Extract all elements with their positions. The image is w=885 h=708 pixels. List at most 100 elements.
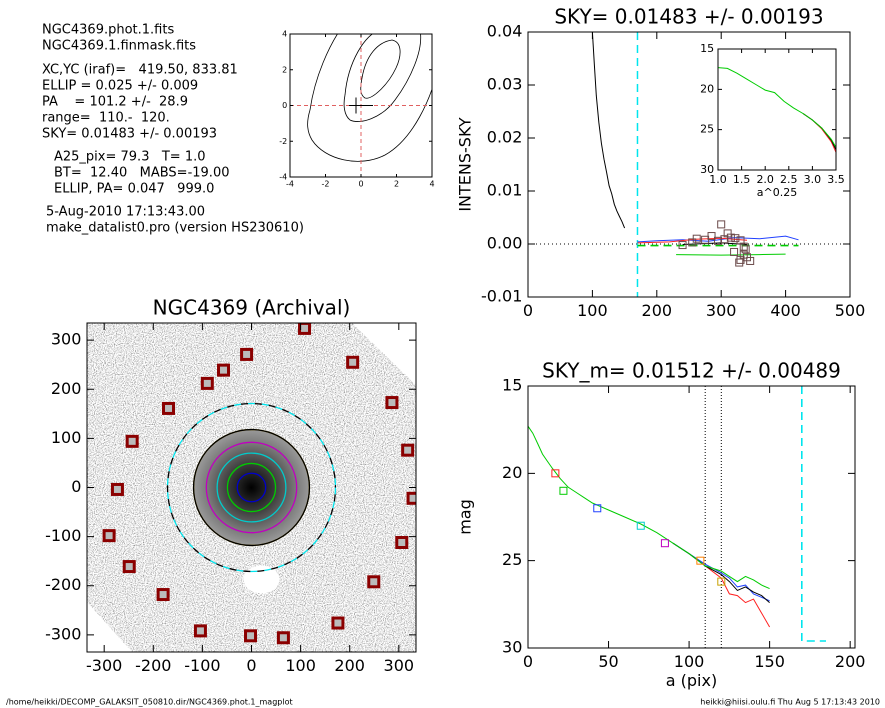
marker (240, 347, 254, 361)
marker (741, 245, 750, 254)
data-line (528, 425, 770, 590)
y-tick-label: 0.03 (487, 75, 523, 94)
x-tick-label: 2.5 (780, 173, 798, 186)
marker (636, 521, 645, 530)
info-line: PA = 101.2 +/- 28.9 (42, 95, 188, 110)
inset-background (712, 44, 842, 175)
chart: -4 -2 0 2 4 -4 -2 0 2 4 (279, 30, 434, 189)
chart: 0 50 100 150 200 15 20 25 30 SKY_m= 0.01512 +/- 0… (456, 359, 866, 691)
info-line: SKY= 0.01483 +/- 0.00193 (42, 127, 217, 142)
marker (395, 535, 409, 549)
y-tick-label: -100 (45, 526, 81, 545)
y-axis-label: INTENS-SKY (456, 117, 475, 212)
axes-frame (527, 31, 851, 298)
x-tick-label: 1.5 (733, 173, 751, 186)
x-tick-label: 200 (334, 656, 365, 675)
marker (696, 556, 705, 565)
chart-title: NGC4369 (Archival) (153, 296, 351, 320)
contours (307, 34, 432, 162)
marker (385, 396, 399, 410)
y-tick-label: -4 (279, 173, 287, 182)
marker (551, 469, 560, 478)
x-tick-label: 300 (384, 656, 415, 675)
marker (346, 355, 360, 369)
marker (717, 577, 726, 586)
image-hole (243, 565, 280, 594)
x-tick-label: 2.0 (756, 173, 774, 186)
marker (217, 363, 231, 377)
x-tick-label: 400 (770, 301, 801, 320)
x-axis-label: a (pix) (666, 671, 717, 690)
marker (125, 434, 139, 448)
ellipse (192, 428, 311, 547)
y-tick-label: 25 (502, 550, 522, 569)
center-cross (349, 97, 373, 114)
x-tick-label: 3.0 (804, 173, 822, 186)
x-tick-label: 100 (285, 656, 316, 675)
marker (746, 256, 755, 265)
ellipse (166, 402, 337, 573)
plot-area (718, 67, 836, 153)
marker (713, 236, 722, 245)
ellipse (216, 452, 287, 523)
y-tick-label: 0.00 (487, 234, 523, 253)
y-tick-label: 0 (71, 477, 81, 496)
x-tick-label: 1.0 (709, 173, 727, 186)
plot-area (290, 34, 432, 177)
marker (731, 234, 740, 243)
marker (156, 588, 170, 602)
y-tick-label: -200 (45, 575, 81, 594)
x-tick-label: 2 (394, 180, 399, 189)
y-tick-label: -0.01 (481, 287, 522, 306)
info-line: BT= 12.40 MABS=-19.00 (54, 166, 229, 181)
ellipse (236, 472, 267, 503)
marker (193, 624, 207, 638)
chart: 0 100 200 300 400 500 -0.01 0.00 0.01 0.02 0.03 0.0… (456, 5, 866, 320)
marker (200, 376, 214, 390)
marker (122, 560, 136, 574)
data-line (801, 386, 826, 642)
info-line: NGC4369.1.finmask.fits (42, 39, 196, 54)
info-line: ELLIP, PA= 0.047 999.0 (54, 182, 214, 197)
plot-area (528, 386, 826, 648)
x-tick-label: -200 (135, 656, 171, 675)
marker (559, 486, 568, 495)
marker (730, 247, 739, 256)
data-line (704, 565, 771, 628)
marker (678, 241, 687, 250)
marker (110, 482, 124, 496)
x-tick-label: 0 (523, 301, 533, 320)
plot-area (87, 323, 416, 652)
contour-line (343, 34, 422, 122)
y-tick-label: 0.02 (487, 128, 523, 147)
x-tick-label: 0 (246, 656, 256, 675)
contour-line (307, 34, 432, 162)
data-line (718, 67, 836, 148)
x-tick-label: 200 (835, 652, 866, 671)
axes-frame (717, 48, 837, 171)
info-line: 5-Aug-2010 17:13:43.00 (46, 205, 205, 220)
x-tick-label: 0 (523, 652, 533, 671)
y-tick-label: 30 (700, 163, 714, 176)
y-tick-label: 300 (51, 330, 82, 349)
y-tick-label: -2 (279, 137, 287, 146)
chart-title: SKY_m= 0.01512 +/- 0.00489 (542, 359, 841, 383)
y-tick-label: 15 (502, 376, 522, 395)
info-line: NGC4369.phot.1.fits (42, 23, 174, 38)
marker (739, 250, 748, 259)
marker (735, 258, 744, 267)
info-line: A25_pix= 79.3 T= 1.0 (54, 150, 206, 165)
data-line (591, 32, 626, 229)
info-line: make_datalist0.pro (version HS230610) (46, 221, 304, 236)
marker (331, 616, 345, 630)
x-tick-label: -100 (184, 656, 220, 675)
footer-right: heikki@hiisi.oulu.fi Thu Aug 5 17:13:43 … (700, 698, 880, 707)
chart: 1.0 1.5 2.0 2.5 3.0 3.5 15 20 25 30 a^0.25 (700, 42, 845, 199)
marker (244, 629, 258, 643)
chart: -300 -200 -100 0 100 200 300 -300 -200 -100 0 100 20… (45, 296, 417, 675)
y-tick-label: 0.01 (487, 181, 523, 200)
marker (401, 443, 415, 457)
chart-title: SKY= 0.01483 +/- 0.00193 (554, 5, 823, 29)
y-tick-label: 100 (51, 428, 82, 447)
